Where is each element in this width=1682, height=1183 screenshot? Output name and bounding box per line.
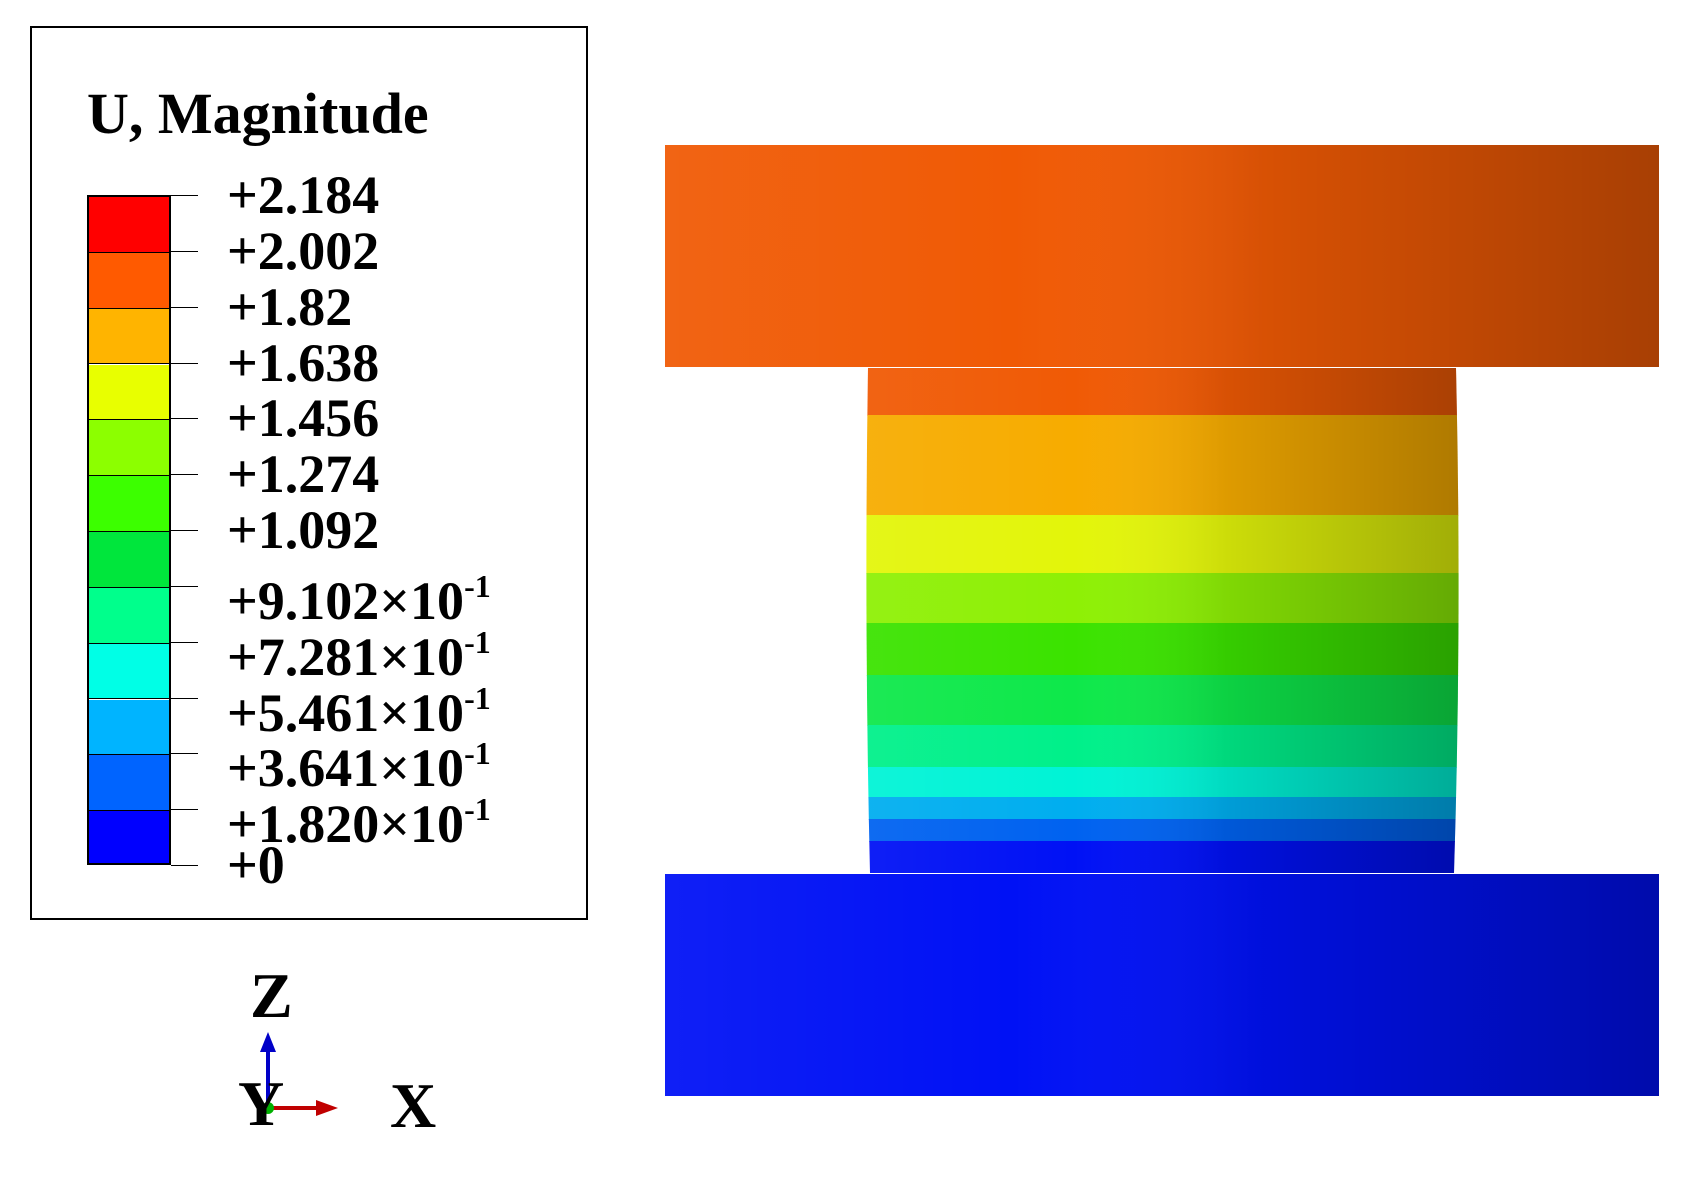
legend-value-label: +2.184: [227, 168, 379, 222]
core-shading: [866, 368, 1459, 873]
legend-tick: [171, 753, 198, 755]
legend-value: +1.820: [227, 794, 380, 855]
legend-value-multiplier: ×10: [379, 738, 465, 799]
legend-tick: [171, 585, 198, 587]
legend-value: +0: [227, 835, 285, 895]
legend-value: +9.102: [227, 570, 380, 631]
color-band: [89, 532, 169, 588]
legend-tick: [171, 362, 198, 364]
legend-tick: [171, 697, 198, 699]
legend-value: +1.274: [227, 444, 380, 505]
z-axis-label: Z: [250, 960, 293, 1031]
legend-value: +2.184: [227, 165, 380, 225]
color-band: [89, 755, 169, 812]
legend-value-multiplier: ×10: [379, 682, 465, 743]
legend-value: +1.456: [227, 388, 380, 449]
legend-tick: [171, 474, 198, 476]
color-band: [89, 699, 169, 756]
y-axis-dot: [262, 1102, 274, 1114]
color-band: [89, 197, 169, 253]
x-arrowhead: [316, 1100, 338, 1116]
legend-value-label: +1.82: [227, 280, 352, 334]
x-axis-label: X: [390, 1070, 437, 1141]
bottom-plate-shading: [665, 874, 1659, 1096]
legend-value: +2.002: [227, 220, 380, 281]
color-band: [89, 587, 169, 644]
legend-title: U, Magnitude: [87, 81, 429, 146]
z-arrowhead: [260, 1032, 276, 1052]
legend-value-exponent: -1: [464, 735, 491, 772]
legend-value: +1.638: [227, 332, 380, 393]
legend-tick: [171, 306, 198, 308]
color-band: [89, 252, 169, 309]
legend-value-label: +2.002: [227, 224, 379, 278]
legend-tick: [171, 530, 198, 531]
legend-panel: U, Magnitude +2.184 +2.002 +1.82 +1.638 +1.4…: [30, 26, 588, 920]
legend-value-label: +1.092: [227, 503, 379, 557]
legend-value-label: +3.641×10-1: [227, 726, 491, 795]
legend-value-label: +1.638: [227, 336, 379, 390]
legend-value-multiplier: ×10: [379, 794, 465, 855]
legend-tick: [171, 641, 198, 643]
axis-triad: Z Y X: [238, 964, 470, 1180]
color-band: [89, 364, 169, 421]
legend-value-exponent: -1: [464, 623, 491, 660]
legend-value: +1.092: [227, 500, 380, 560]
legend-value-label: +1.456: [227, 391, 379, 445]
legend-tick: [171, 418, 198, 420]
legend-value-exponent: -1: [464, 679, 491, 716]
legend-tick: [171, 195, 198, 196]
legend-value-multiplier: ×10: [379, 570, 465, 631]
legend-value-label: +1.820×10-1: [227, 782, 491, 851]
legend-value-label: +1.274: [227, 447, 379, 501]
legend-tick: [171, 809, 198, 811]
legend-value-exponent: -1: [464, 567, 491, 604]
legend-tick: [171, 250, 198, 252]
color-band: [89, 476, 169, 532]
legend-value: +1.82: [227, 276, 353, 337]
legend-value-multiplier: ×10: [379, 626, 465, 687]
legend-value-label: +5.461×10-1: [227, 671, 491, 740]
deformed-model: [665, 145, 1659, 1096]
legend-value-label: +7.281×10-1: [227, 615, 491, 684]
color-band: [89, 811, 169, 863]
color-band: [89, 420, 169, 477]
triad-arrows: [260, 1032, 338, 1116]
legend-tick: [171, 865, 198, 866]
legend-value: +5.461: [227, 682, 380, 743]
legend-value: +3.641: [227, 738, 380, 799]
legend-value-exponent: -1: [464, 791, 491, 828]
top-plate-shading: [665, 145, 1659, 367]
color-band: [89, 308, 169, 365]
color-band: [89, 643, 169, 700]
color-bar: [87, 195, 171, 865]
legend-value-label: +0: [227, 838, 285, 892]
y-axis-label: Y: [238, 1068, 285, 1139]
legend-value-label: +9.102×10-1: [227, 559, 491, 628]
legend-value: +7.281: [227, 626, 380, 687]
